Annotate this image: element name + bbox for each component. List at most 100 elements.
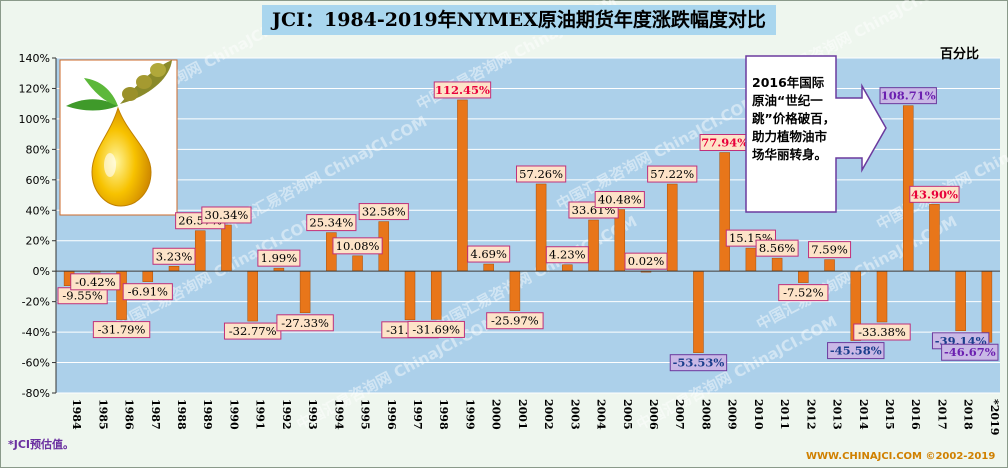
data-label-box — [70, 273, 121, 291]
data-label-1991: -32.77% — [223, 322, 282, 340]
data-label-2014: -45.58% — [827, 342, 885, 360]
x-tick-label: 1987 — [149, 399, 162, 430]
data-label-box — [201, 206, 252, 224]
data-label-text: 108.71% — [881, 89, 936, 103]
x-tick-label: 1988 — [175, 399, 188, 430]
y-tick-label: -60% — [22, 357, 50, 370]
bar-2012 — [798, 270, 809, 283]
y-tick-label: 60% — [26, 174, 50, 187]
data-label-2016: 108.71% — [879, 87, 937, 105]
bar-1988 — [168, 266, 180, 272]
x-tick-label: 1986 — [123, 399, 136, 430]
data-label-2006: 0.02% — [624, 252, 668, 270]
bar-1995 — [352, 255, 363, 272]
data-label-box — [778, 284, 829, 302]
y-tick-label: 140% — [19, 52, 50, 65]
data-label-1998: -31.69% — [407, 320, 465, 338]
data-label-1999: 112.45% — [433, 81, 492, 99]
footer-copyright: WWW.CHINAJCI.COM ©2002-2019 — [806, 451, 996, 462]
x-tick-label: *2019 — [988, 399, 1001, 435]
data-label-1987: -6.91% — [122, 283, 173, 301]
data-label-2009: 77.94% — [699, 134, 750, 152]
y-tick-label: -20% — [22, 296, 50, 309]
data-label-2008: -53.53% — [669, 354, 728, 372]
x-tick-label: 1998 — [437, 399, 450, 430]
bar-2013 — [824, 259, 835, 272]
x-tick-label: 2012 — [804, 399, 817, 430]
x-tick-label: 2015 — [883, 399, 896, 430]
data-label-text: -31.79% — [98, 323, 146, 337]
x-tick-label: 2000 — [490, 399, 503, 430]
data-label-2011: 8.56% — [755, 239, 799, 257]
y-tick-label: 120% — [19, 82, 50, 95]
footnote: *JCI预估值。 — [8, 438, 75, 451]
data-label-box — [152, 247, 196, 265]
data-label-text: -46.67% — [944, 345, 996, 359]
x-tick-label: 2016 — [909, 399, 922, 430]
x-tick-label: 2002 — [542, 399, 555, 430]
data-label-2012: -7.52% — [778, 284, 829, 302]
data-label-box — [516, 165, 567, 183]
bar-1998 — [430, 270, 442, 320]
data-label-text: 8.56% — [759, 241, 796, 255]
data-label-text: 3.23% — [156, 249, 193, 263]
bar-2008 — [693, 270, 704, 353]
bar-2010 — [745, 247, 757, 272]
bar-1989 — [194, 230, 206, 272]
oil-drop-icon — [59, 59, 178, 216]
bar-2015 — [876, 270, 888, 323]
unit-label: 百分比 — [940, 47, 980, 62]
data-label-box — [276, 314, 334, 332]
x-tick-label: 1992 — [280, 399, 293, 430]
data-label-2015: -33.38% — [853, 323, 911, 341]
data-label-2001: -25.97% — [486, 312, 544, 330]
data-label-box — [122, 283, 173, 301]
data-label-box — [332, 237, 383, 255]
y-tick-label: -40% — [22, 326, 50, 339]
data-label-box — [941, 343, 999, 361]
bar-1987 — [142, 270, 154, 282]
x-tick-label: 2018 — [962, 399, 975, 430]
x-tick-label: 2013 — [831, 399, 844, 430]
data-label-text: 57.22% — [650, 167, 694, 181]
data-label-text: 57.26% — [519, 167, 563, 181]
data-label-2017: 43.90% — [909, 185, 960, 203]
data-label-text: -31.69% — [412, 322, 460, 336]
data-label-box — [594, 191, 645, 209]
data-label-text: -0.42% — [75, 275, 115, 289]
data-label-box — [358, 203, 409, 221]
bar-2005 — [614, 209, 626, 272]
y-tick-label: 100% — [19, 113, 50, 126]
x-tick-label: 2014 — [857, 399, 870, 430]
data-label-1995: 10.08% — [332, 237, 383, 255]
x-tick-label: 2006 — [647, 399, 660, 430]
x-tick-label: 1984 — [70, 399, 83, 430]
bar-1999 — [457, 99, 468, 272]
data-label-2005: 40.48% — [594, 191, 645, 209]
data-label-1996: 32.58% — [358, 203, 409, 221]
data-label-box — [467, 245, 511, 263]
bar-1993 — [299, 270, 311, 314]
data-label-1993: -27.33% — [276, 314, 334, 332]
data-label-text: -6.91% — [128, 285, 168, 299]
data-label-box — [486, 312, 544, 330]
data-label-text: 7.59% — [811, 243, 848, 257]
bar-2007 — [666, 183, 678, 272]
data-label-text: 0.02% — [628, 254, 665, 268]
x-tick-label: 1994 — [332, 399, 345, 430]
data-label-1992: 1.99% — [257, 249, 301, 267]
bar-2001 — [509, 270, 521, 311]
data-label-text: 1.99% — [261, 251, 298, 265]
data-label-box — [407, 320, 465, 338]
data-label-box — [808, 241, 852, 259]
data-label-text: -53.53% — [673, 356, 725, 370]
x-tick-label: 1985 — [96, 399, 109, 430]
data-label-box — [879, 87, 937, 105]
data-label-text: 25.34% — [309, 216, 353, 230]
data-label-box — [433, 81, 492, 99]
data-label-text: -45.58% — [830, 344, 882, 358]
bar-2003 — [562, 264, 573, 272]
bar-2018 — [955, 270, 966, 332]
data-label-text: -9.55% — [62, 289, 102, 303]
